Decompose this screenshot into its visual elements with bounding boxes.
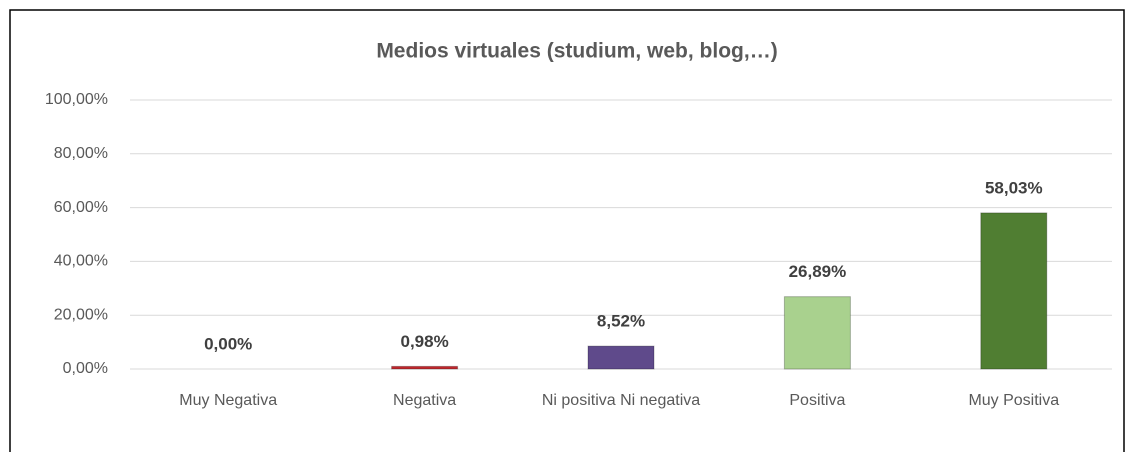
- data-label: 0,98%: [400, 332, 448, 351]
- y-tick-label: 100,00%: [45, 91, 108, 108]
- x-tick-label: Positiva: [789, 392, 846, 409]
- bar: [980, 212, 1048, 370]
- x-tick-label-box: Muy Negativa: [179, 392, 278, 409]
- data-label: 26,89%: [789, 262, 847, 281]
- y-tick-label: 0,00%: [63, 360, 108, 377]
- x-tick-label: Negativa: [393, 392, 457, 409]
- chart-border: [9, 9, 1125, 452]
- x-tick-label-box: Positiva: [789, 392, 846, 409]
- y-tick-label: 40,00%: [54, 253, 108, 270]
- y-tick-label: 20,00%: [54, 306, 108, 323]
- bar: [587, 345, 655, 370]
- bar: [391, 365, 459, 370]
- y-tick-label: 80,00%: [54, 145, 108, 162]
- x-tick-label: Muy Negativa: [179, 392, 278, 409]
- bar: [783, 296, 851, 370]
- x-tick-label-box: Muy Positiva: [968, 392, 1060, 409]
- x-tick-label-box: Negativa: [393, 392, 457, 409]
- chart-title: Medios virtuales (studium, web, blog,…): [376, 40, 777, 63]
- x-tick-label-box: Ni positiva Ni negativa: [541, 392, 701, 409]
- x-tick-label: Ni positiva Ni negativa: [541, 392, 701, 409]
- data-label: 0,00%: [204, 334, 252, 353]
- data-label: 58,03%: [985, 178, 1043, 197]
- x-tick-label: Muy Positiva: [968, 392, 1060, 409]
- data-label: 8,52%: [597, 312, 645, 331]
- y-tick-label: 60,00%: [54, 199, 108, 216]
